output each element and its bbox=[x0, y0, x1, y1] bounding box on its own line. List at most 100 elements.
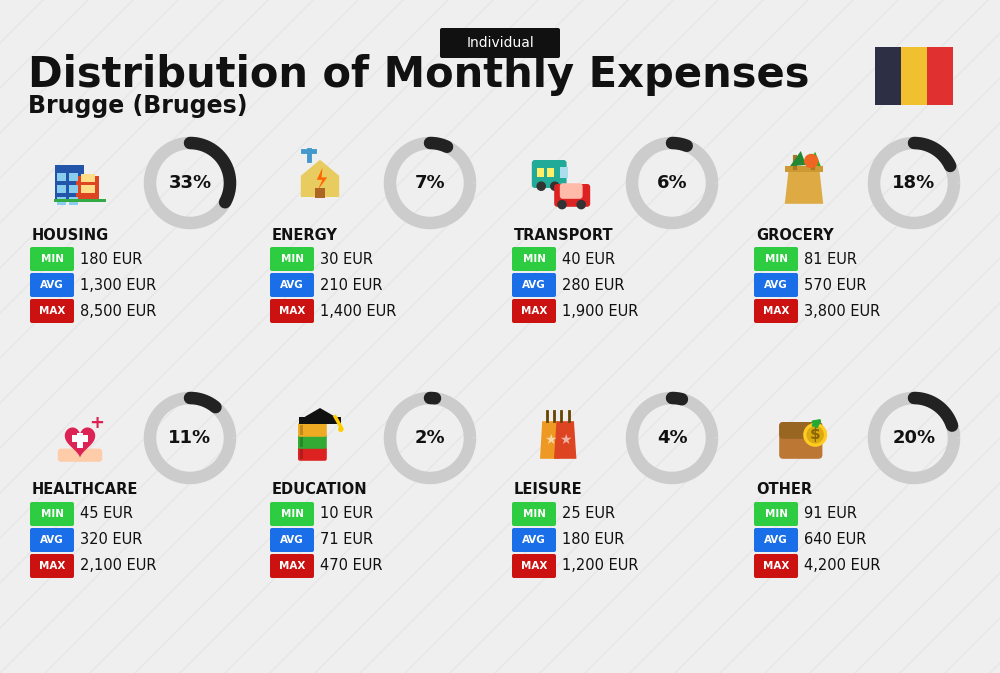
Text: HOUSING: HOUSING bbox=[32, 227, 109, 242]
FancyBboxPatch shape bbox=[299, 417, 341, 424]
Text: 81 EUR: 81 EUR bbox=[804, 252, 857, 267]
Text: 18%: 18% bbox=[892, 174, 936, 192]
Text: 71 EUR: 71 EUR bbox=[320, 532, 373, 548]
FancyBboxPatch shape bbox=[512, 554, 556, 578]
FancyBboxPatch shape bbox=[30, 299, 74, 323]
Polygon shape bbox=[806, 152, 821, 166]
Text: 640 EUR: 640 EUR bbox=[804, 532, 866, 548]
Text: MAX: MAX bbox=[763, 561, 789, 571]
Circle shape bbox=[803, 423, 827, 447]
Text: 1,200 EUR: 1,200 EUR bbox=[562, 559, 639, 573]
Text: OTHER: OTHER bbox=[756, 483, 812, 497]
Text: 210 EUR: 210 EUR bbox=[320, 277, 382, 293]
Circle shape bbox=[804, 154, 818, 168]
FancyBboxPatch shape bbox=[554, 184, 590, 207]
Text: GROCERY: GROCERY bbox=[756, 227, 834, 242]
Text: 4,200 EUR: 4,200 EUR bbox=[804, 559, 881, 573]
Text: TRANSPORT: TRANSPORT bbox=[514, 227, 614, 242]
FancyBboxPatch shape bbox=[30, 528, 74, 552]
FancyBboxPatch shape bbox=[298, 423, 327, 437]
FancyBboxPatch shape bbox=[69, 173, 78, 181]
Text: MAX: MAX bbox=[521, 306, 547, 316]
Text: $: $ bbox=[810, 427, 821, 442]
Text: AVG: AVG bbox=[764, 535, 788, 545]
FancyBboxPatch shape bbox=[298, 447, 327, 461]
Text: HEALTHCARE: HEALTHCARE bbox=[32, 483, 138, 497]
FancyBboxPatch shape bbox=[69, 197, 78, 205]
Text: AVG: AVG bbox=[522, 280, 546, 290]
FancyBboxPatch shape bbox=[30, 554, 74, 578]
Text: MIN: MIN bbox=[40, 254, 64, 264]
FancyBboxPatch shape bbox=[779, 422, 822, 439]
FancyBboxPatch shape bbox=[547, 168, 554, 177]
FancyBboxPatch shape bbox=[537, 168, 544, 177]
Circle shape bbox=[550, 182, 560, 191]
Text: LEISURE: LEISURE bbox=[514, 483, 583, 497]
FancyBboxPatch shape bbox=[901, 47, 927, 105]
Text: 10 EUR: 10 EUR bbox=[320, 507, 373, 522]
FancyBboxPatch shape bbox=[270, 502, 314, 526]
Text: 91 EUR: 91 EUR bbox=[804, 507, 857, 522]
FancyBboxPatch shape bbox=[270, 554, 314, 578]
FancyBboxPatch shape bbox=[77, 433, 83, 448]
Text: 11%: 11% bbox=[168, 429, 212, 447]
Text: 6%: 6% bbox=[657, 174, 687, 192]
Text: MIN: MIN bbox=[280, 254, 304, 264]
Text: 180 EUR: 180 EUR bbox=[80, 252, 142, 267]
FancyBboxPatch shape bbox=[57, 185, 66, 193]
FancyBboxPatch shape bbox=[57, 197, 66, 205]
FancyBboxPatch shape bbox=[270, 273, 314, 297]
Text: 33%: 33% bbox=[168, 174, 212, 192]
FancyBboxPatch shape bbox=[785, 166, 823, 172]
FancyBboxPatch shape bbox=[512, 247, 556, 271]
FancyBboxPatch shape bbox=[81, 185, 95, 193]
Text: 570 EUR: 570 EUR bbox=[804, 277, 866, 293]
FancyBboxPatch shape bbox=[298, 435, 327, 449]
Text: AVG: AVG bbox=[40, 535, 64, 545]
Text: AVG: AVG bbox=[40, 280, 64, 290]
Circle shape bbox=[576, 200, 586, 209]
FancyBboxPatch shape bbox=[270, 528, 314, 552]
FancyBboxPatch shape bbox=[560, 183, 583, 199]
FancyBboxPatch shape bbox=[300, 449, 303, 459]
Text: MAX: MAX bbox=[39, 306, 65, 316]
Text: EDUCATION: EDUCATION bbox=[272, 483, 368, 497]
FancyBboxPatch shape bbox=[270, 299, 314, 323]
Text: 3,800 EUR: 3,800 EUR bbox=[804, 304, 880, 318]
Text: 45 EUR: 45 EUR bbox=[80, 507, 133, 522]
FancyBboxPatch shape bbox=[300, 425, 303, 435]
Text: MAX: MAX bbox=[39, 561, 65, 571]
FancyBboxPatch shape bbox=[76, 176, 99, 201]
Text: 20%: 20% bbox=[892, 429, 936, 447]
Text: ★: ★ bbox=[559, 433, 571, 447]
Text: AVG: AVG bbox=[280, 535, 304, 545]
Text: 7%: 7% bbox=[415, 174, 445, 192]
FancyBboxPatch shape bbox=[270, 247, 314, 271]
Polygon shape bbox=[317, 168, 327, 190]
FancyBboxPatch shape bbox=[440, 28, 560, 58]
Text: ENERGY: ENERGY bbox=[272, 227, 338, 242]
FancyBboxPatch shape bbox=[560, 167, 568, 178]
Text: 320 EUR: 320 EUR bbox=[80, 532, 142, 548]
FancyBboxPatch shape bbox=[72, 435, 88, 441]
FancyBboxPatch shape bbox=[754, 299, 798, 323]
FancyBboxPatch shape bbox=[754, 554, 798, 578]
FancyBboxPatch shape bbox=[57, 173, 66, 181]
Text: 8,500 EUR: 8,500 EUR bbox=[80, 304, 156, 318]
Text: 470 EUR: 470 EUR bbox=[320, 559, 382, 573]
Text: 25 EUR: 25 EUR bbox=[562, 507, 615, 522]
Text: AVG: AVG bbox=[280, 280, 304, 290]
Text: 2,100 EUR: 2,100 EUR bbox=[80, 559, 156, 573]
Polygon shape bbox=[301, 160, 339, 197]
Circle shape bbox=[806, 426, 824, 444]
Polygon shape bbox=[785, 168, 823, 204]
Text: 1,400 EUR: 1,400 EUR bbox=[320, 304, 396, 318]
Text: MAX: MAX bbox=[763, 306, 789, 316]
FancyBboxPatch shape bbox=[315, 188, 325, 198]
FancyBboxPatch shape bbox=[58, 449, 102, 462]
FancyBboxPatch shape bbox=[927, 47, 953, 105]
Text: +: + bbox=[89, 414, 104, 432]
Text: MIN: MIN bbox=[765, 254, 788, 264]
FancyBboxPatch shape bbox=[512, 299, 556, 323]
FancyBboxPatch shape bbox=[55, 165, 84, 201]
